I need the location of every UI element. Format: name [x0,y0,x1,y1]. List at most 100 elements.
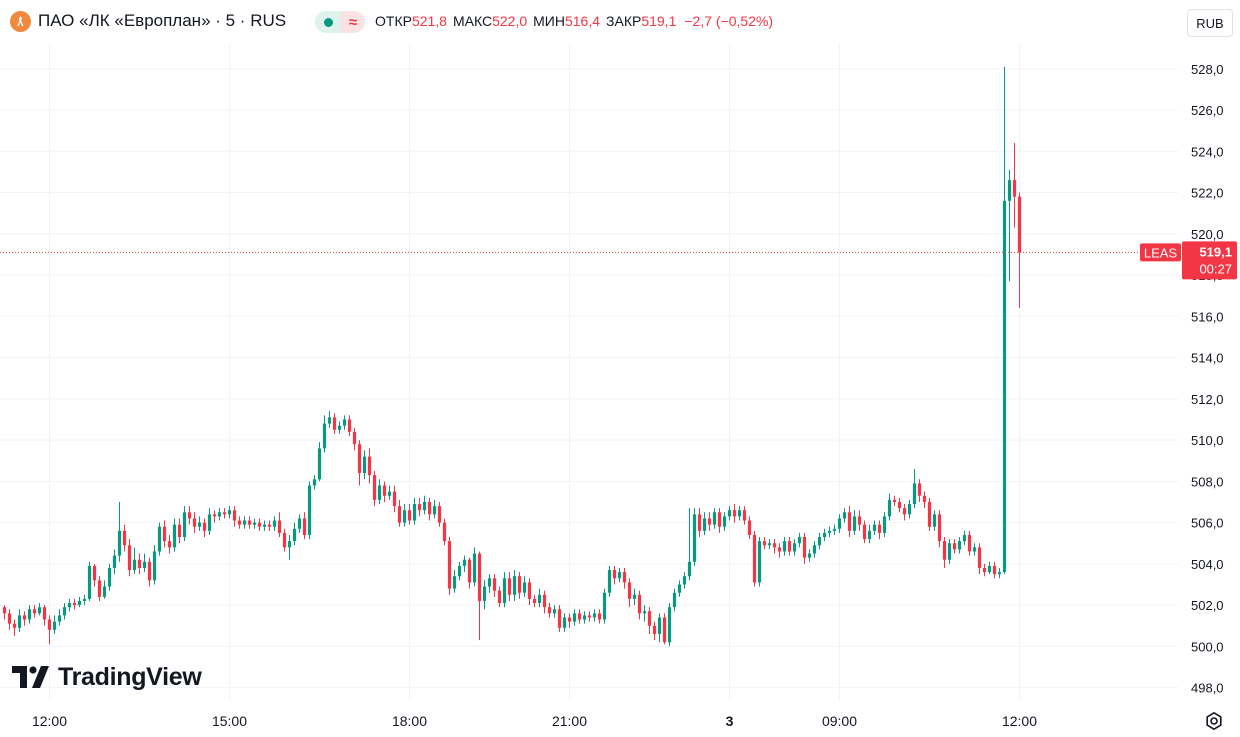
candle [472,547,477,587]
candle [182,506,187,542]
candle [632,588,637,606]
candle [507,572,512,601]
candle [677,580,682,597]
currency-button[interactable]: RUB [1187,9,1233,37]
time-axis: 12:00 15:00 18:00 21:00 3 09:00 12:00 [32,713,1037,729]
candle-body [1017,196,1022,253]
candle [92,563,97,587]
x-tick-label: 21:00 [552,713,587,729]
candle [292,522,297,546]
market-open-dot-icon [323,17,333,27]
candle-body [417,504,422,511]
candle [867,524,872,544]
candle [862,520,867,544]
candle [382,481,387,502]
tradingview-watermark[interactable]: TradingView [12,663,202,691]
candle [797,532,802,548]
candle [332,413,337,434]
candle-body [477,553,482,601]
candle-body [1007,180,1012,201]
y-tick-label: 524,0 [1191,144,1224,159]
candle-body [932,514,937,527]
candle-body [972,547,977,552]
candle [202,518,207,538]
candle [682,572,687,589]
candle-body [457,565,462,577]
candle [437,501,442,527]
candle [527,578,532,606]
candle [557,605,562,632]
candle-body [592,613,597,618]
candle-body [257,522,262,527]
candle-body [367,456,372,476]
candle-body [852,516,857,531]
candle-body [792,543,797,552]
candle-body [42,607,47,620]
candle-body [677,584,682,593]
candle [767,539,772,550]
candle-body [57,615,62,622]
symbol-title[interactable]: ПАО «ЛК «Европлан» · 5 · RUS [38,11,287,30]
candle [397,499,402,527]
candle-body [987,565,992,573]
candle [737,506,742,521]
candle-body [292,528,297,542]
candle-body [232,510,237,521]
candle-body [192,518,197,527]
candle [857,510,862,531]
gear-icon[interactable] [1203,710,1225,732]
candle-body [212,514,217,517]
candle-body [82,598,87,601]
tradingview-brand-name: TradingView [58,662,202,691]
candle [902,504,907,521]
candle-body [867,530,872,540]
y-tick-label: 506,0 [1191,516,1224,531]
candle [657,613,662,643]
candle-body [427,501,432,515]
open-value: 521,8 [411,13,447,29]
candle [27,605,32,624]
candle-body [937,514,942,542]
candle [907,499,912,519]
leasing-logo-icon[interactable] [10,11,31,32]
candle [917,479,922,502]
candle-body [507,578,512,595]
candle-body [562,617,567,628]
candle-body [112,555,117,568]
candle [157,522,162,556]
candle-body [332,417,337,430]
candle [887,493,892,521]
candle [487,574,492,593]
candle-body [162,526,167,542]
candle [892,495,897,507]
delayed-data-icon[interactable]: ≈ [341,11,365,33]
candle-body [22,615,27,620]
candle [67,598,72,612]
candle [447,537,452,595]
candle [782,537,787,556]
candle [47,615,52,645]
candle [937,510,942,548]
candle [62,603,67,620]
candle-body [377,485,382,500]
candle [32,605,37,618]
candle [672,588,677,612]
candle-body [297,518,302,529]
candle-body [412,504,417,521]
candle [1017,192,1022,309]
candle [237,516,242,529]
market-open-indicator[interactable] [315,11,341,33]
candle [897,497,902,513]
candle [817,532,822,550]
close-label: ЗАКР [606,13,642,29]
price-badge-value: 519,1 [1199,244,1232,259]
candle [207,508,212,535]
market-status-pill[interactable]: ≈ [315,11,365,33]
candle-body [657,617,662,634]
candle [422,495,427,515]
candle [877,520,882,540]
candle [602,588,607,624]
candle [377,479,382,505]
candle-body [697,514,702,531]
